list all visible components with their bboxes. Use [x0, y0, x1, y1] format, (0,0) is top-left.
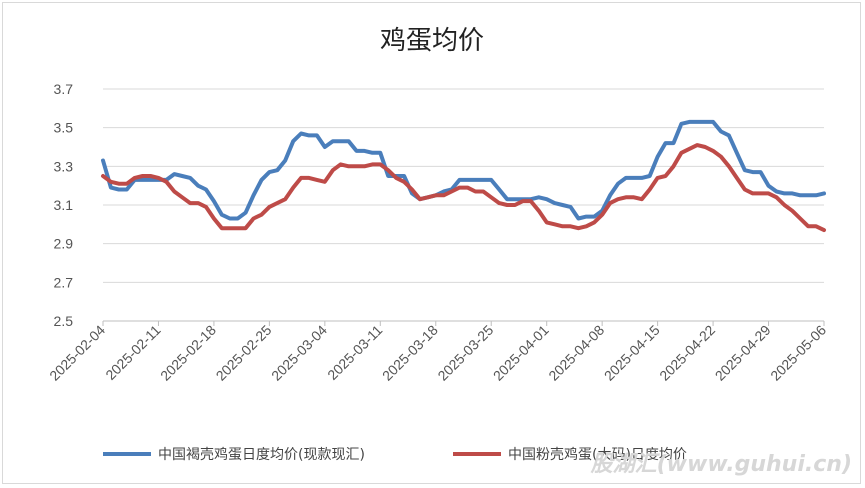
x-tick-label: 2025-03-11 [324, 322, 385, 383]
series-line-1 [101, 143, 826, 233]
y-tick-label: 2.7 [54, 274, 74, 290]
series-line-0 [101, 119, 826, 221]
series-lines [101, 119, 826, 233]
x-tick-label: 2025-03-18 [379, 322, 441, 384]
y-tick-label: 3.3 [54, 158, 74, 174]
watermark: 股湖汇(www.guhui.cn) [590, 452, 852, 477]
y-tick-label: 2.9 [54, 236, 74, 252]
chart-title: 鸡蛋均价 [380, 26, 484, 56]
x-tick-label: 2025-04-15 [601, 322, 663, 384]
x-tick-label: 2025-03-04 [268, 322, 330, 384]
x-tick-label: 2025-04-29 [712, 322, 774, 384]
y-tick-label: 3.1 [54, 197, 74, 213]
legend-label-brown-egg: 中国褐壳鸡蛋日度均价(现款现汇) [158, 446, 365, 463]
x-tick-label: 2025-04-08 [545, 322, 607, 384]
x-tick-label: 2025-04-01 [490, 322, 552, 384]
y-tick-label: 3.5 [54, 120, 74, 136]
legend: 中国褐壳鸡蛋日度均价(现款现汇) 中国粉壳鸡蛋(大码)日度均价 [103, 446, 687, 463]
x-tick-label: 2025-02-04 [46, 322, 108, 384]
x-tick-label: 2025-02-11 [102, 322, 163, 383]
x-tick-label: 2025-03-25 [434, 322, 496, 384]
x-tick-label: 2025-02-25 [213, 322, 275, 384]
legend-label-pink-egg: 中国粉壳鸡蛋(大码)日度均价 [508, 446, 687, 463]
y-tick-label: 3.7 [54, 81, 74, 97]
x-tick-label: 2025-05-06 [767, 322, 829, 384]
y-axis: 2.5 2.7 2.9 3.1 3.3 3.5 3.7 [54, 81, 74, 329]
line-chart: 鸡蛋均价 2.52.72.93.13.33.53.7 2025-02-04202… [46, 26, 852, 477]
y-tick-label: 2.5 [54, 313, 74, 329]
gridlines [103, 88, 824, 283]
x-tick-label: 2025-04-22 [656, 322, 718, 384]
x-tick-label: 2025-02-18 [157, 322, 219, 384]
x-axis: 2025-02-042025-02-112025-02-182025-02-25… [46, 320, 829, 384]
